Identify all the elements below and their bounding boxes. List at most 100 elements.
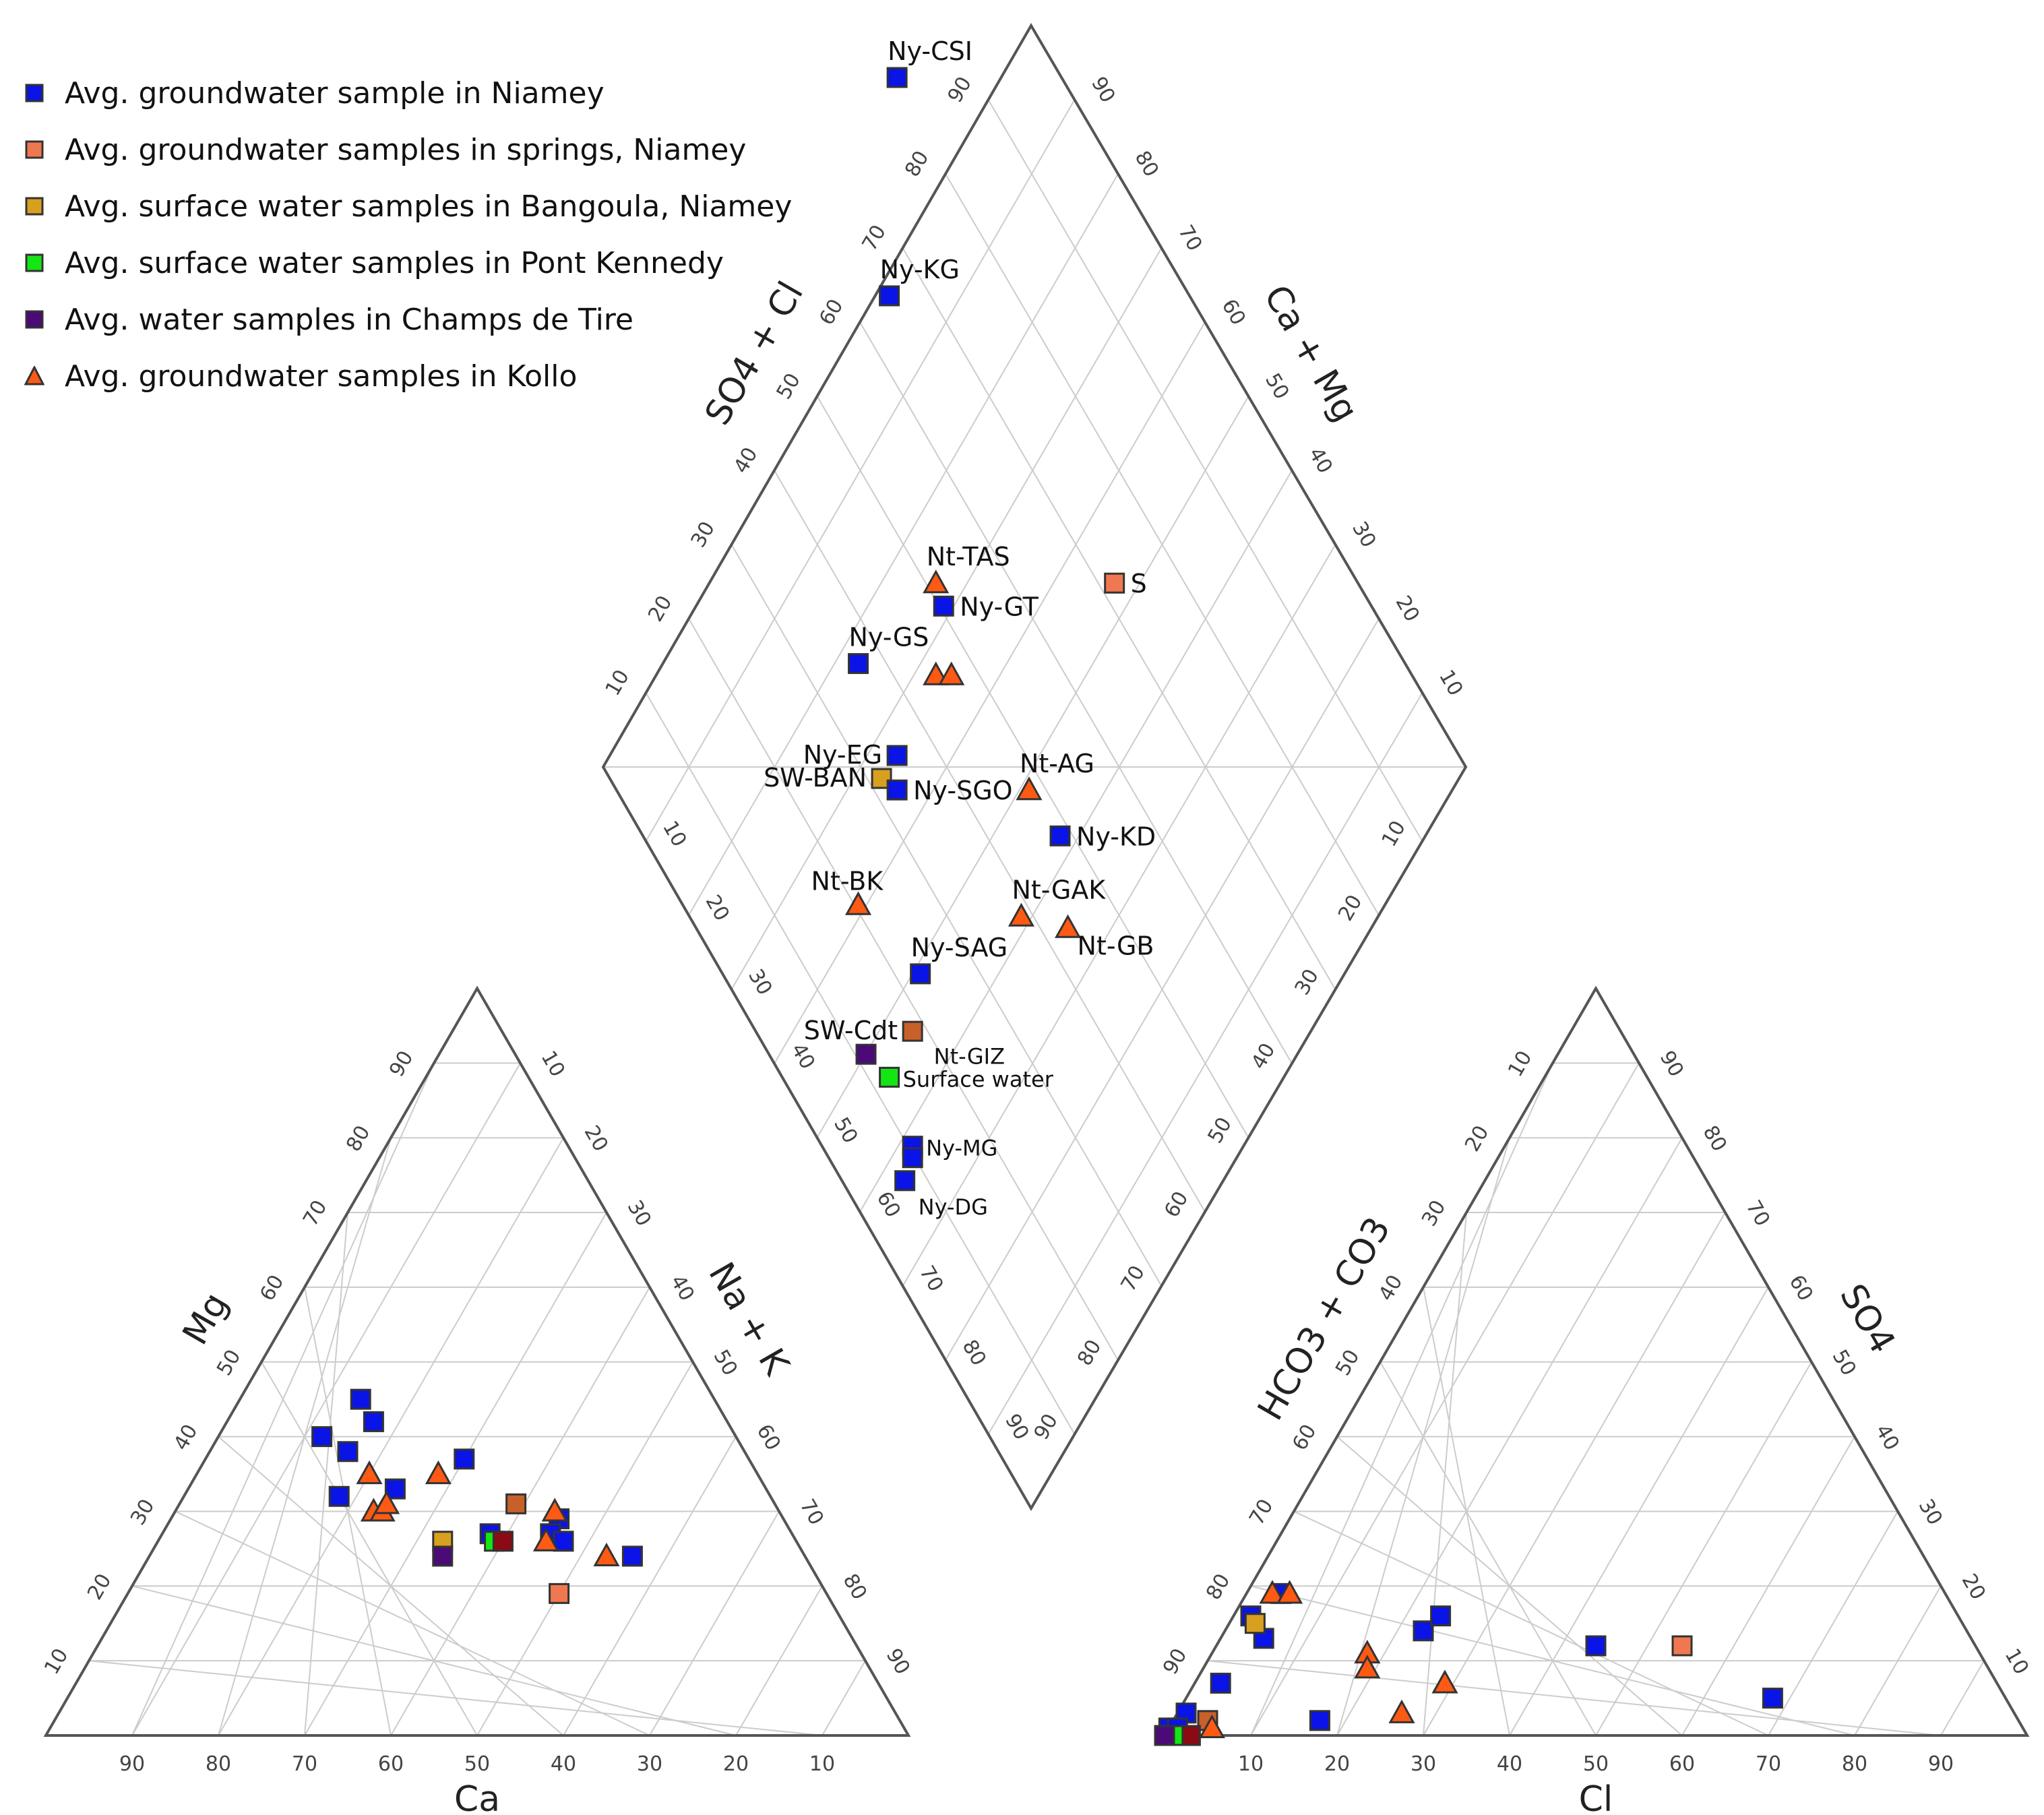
diamond-upper-left-tick-label: 70 — [858, 221, 891, 255]
diamond-lower-right-tick-label: 70 — [1117, 1262, 1150, 1296]
diamond-point-label: Ny-SAG — [911, 933, 1008, 962]
diamond-point — [1008, 902, 1034, 927]
anion-right-tick-label: 90 — [1655, 1047, 1688, 1081]
cation-point — [454, 1448, 475, 1470]
diamond-grid-line — [902, 544, 1336, 1287]
diamond-point — [886, 779, 908, 801]
diamond-grid-line — [945, 618, 1380, 1361]
cation-bottom-tick-label: 60 — [378, 1752, 404, 1776]
anion-right-tick-label: 50 — [1828, 1346, 1861, 1380]
anion-left-tick-label: 90 — [1158, 1644, 1191, 1679]
anion-left-tick-label: 70 — [1245, 1495, 1278, 1529]
cation-point — [505, 1493, 527, 1514]
diamond-point-label: Nt-AG — [1020, 749, 1094, 778]
anion-right-tick-label: 60 — [1785, 1271, 1818, 1305]
legend: Avg. groundwater sample in Niamey Avg. gr… — [24, 65, 792, 404]
data-points — [311, 67, 1783, 1746]
anion-grid-line — [1293, 1510, 1769, 1736]
cation-grid-line — [563, 1436, 737, 1736]
cation-right-tick-label: 50 — [709, 1346, 742, 1380]
diamond-point — [879, 285, 900, 307]
cation-point — [337, 1441, 359, 1463]
cation-point — [311, 1426, 333, 1448]
diamond-lower-left-tick-label: 10 — [658, 817, 691, 851]
diamond-point — [910, 963, 931, 985]
diamond-lower-left-tick-label: 80 — [958, 1336, 991, 1370]
diamond-point-label: SW-Cdt — [804, 1016, 898, 1045]
anion-left-tick-label: 10 — [1504, 1047, 1537, 1081]
diamond-lower-right-tick-label: 80 — [1073, 1336, 1106, 1370]
diamond-point — [879, 1066, 900, 1088]
cation-point — [356, 1460, 383, 1485]
cation-point — [532, 1527, 559, 1551]
diamond-frame — [601, 23, 1468, 1511]
diamond-lower-left-tick-label: 90 — [1000, 1410, 1033, 1444]
diamond-lower-left-tick-label: 50 — [829, 1113, 862, 1148]
diamond-lower-right-tick-label: 20 — [1334, 891, 1367, 925]
anion-point — [1210, 1672, 1231, 1694]
cation-grid-line — [261, 1361, 478, 1736]
diamond-point-label: Ny-KG — [880, 255, 960, 284]
cation-point — [432, 1545, 454, 1567]
cation-left-tick-label: 40 — [169, 1421, 202, 1455]
cation-grid-line — [218, 1436, 564, 1736]
diamond-right-axis-label: Ca + Mg — [1256, 278, 1365, 429]
diamond-lower-right-tick-label: 50 — [1204, 1113, 1237, 1148]
anion-right-axis-label: SO4 — [1832, 1277, 1902, 1360]
cation-left-tick-label: 90 — [385, 1047, 418, 1081]
legend-triangle-marker — [24, 366, 44, 386]
diamond-point — [894, 1170, 916, 1192]
diamond-point — [902, 1020, 923, 1042]
diamond-point-label: Nt-TAS — [927, 542, 1010, 572]
legend-square-marker — [25, 84, 44, 102]
anion-bottom-axis-label: Cl — [1579, 1779, 1613, 1815]
diamond-upper-right-tick-label: 90 — [1086, 73, 1119, 107]
diamond-grid-line — [945, 173, 1380, 916]
diamond-point-label: Ny-MG — [926, 1136, 997, 1161]
cation-left-tick-label: 30 — [126, 1495, 159, 1529]
anion-grid-line — [1207, 1660, 1942, 1736]
cation-left-tick-label: 50 — [212, 1346, 245, 1380]
diamond-point-label: Ny-SGO — [913, 776, 1012, 805]
anion-point — [1388, 1699, 1415, 1723]
legend-square-marker — [25, 253, 44, 272]
diamond-grid-line — [859, 321, 1293, 1064]
anion-right-tick-label: 40 — [1871, 1421, 1904, 1455]
cation-triangle-frame — [43, 985, 911, 1737]
anion-left-axis-label: HCO3 + CO3 — [1250, 1210, 1398, 1427]
anion-right-tick-label: 10 — [2000, 1644, 2033, 1679]
diamond-upper-left-tick-label: 20 — [644, 592, 677, 626]
legend-entry: Avg. groundwater samples in Kollo — [24, 348, 792, 404]
cation-grid-line — [735, 1585, 823, 1736]
anion-grid-line — [1854, 1585, 1942, 1736]
anion-left-tick-label: 30 — [1417, 1196, 1450, 1231]
cation-point — [363, 1411, 384, 1432]
diamond-lower-right-tick-label: 90 — [1030, 1410, 1063, 1444]
legend-label: Avg. surface water samples in Pont Kenne… — [65, 245, 724, 280]
anion-right-tick-label: 80 — [1698, 1121, 1731, 1156]
legend-label: Avg. groundwater samples in Kollo — [65, 359, 578, 394]
anion-bottom-tick-label: 10 — [1238, 1752, 1264, 1776]
diamond-point-label: Ny-DG — [919, 1194, 988, 1220]
cation-point — [328, 1485, 350, 1507]
legend-label: Avg. surface water samples in Bangoula, … — [65, 189, 793, 224]
anion-point — [1154, 1725, 1175, 1746]
cation-right-tick-label: 70 — [795, 1495, 828, 1529]
cation-bottom-tick-label: 70 — [292, 1752, 317, 1776]
diamond-upper-right-tick-label: 10 — [1434, 666, 1467, 700]
diamond-upper-left-tick-label: 60 — [815, 295, 848, 330]
anion-bottom-tick-label: 20 — [1324, 1752, 1350, 1776]
anion-point — [1259, 1580, 1286, 1604]
anion-point — [1413, 1620, 1434, 1642]
anion-point — [1585, 1635, 1607, 1657]
anion-grid-line — [1681, 1436, 1855, 1736]
cation-grid-line — [304, 1212, 607, 1736]
diamond-point-label: Ny-GS — [849, 623, 929, 652]
anion-grid-line — [1595, 1361, 1812, 1736]
diamond-upper-left-tick-label: 30 — [687, 518, 720, 552]
anion-bottom-tick-label: 90 — [1928, 1752, 1954, 1776]
cation-grid-line — [476, 1361, 693, 1736]
diamond-point-label: Ny-KD — [1076, 822, 1156, 851]
diamond-upper-right-tick-label: 80 — [1130, 147, 1163, 181]
